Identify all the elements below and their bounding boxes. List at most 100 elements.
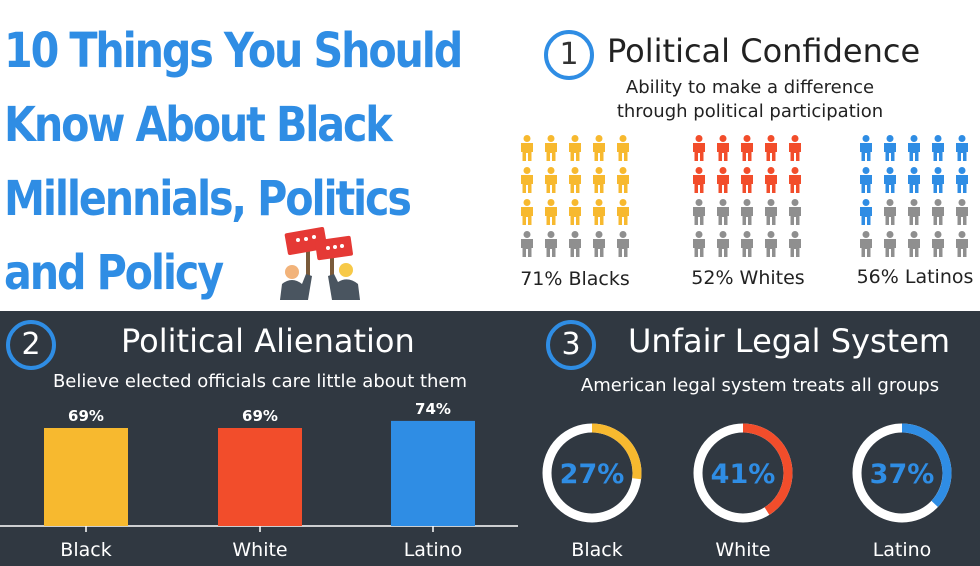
person-icon [884,167,896,193]
person-icon [593,135,605,161]
person-icon [569,199,581,225]
section-1-subtitle-line-1: Ability to make a difference [625,77,875,98]
person-icon [765,199,777,225]
section-1-number: 1 [544,30,594,80]
donut-chart: 27% Black 41% White 37% Latino [542,423,952,561]
person-icon [741,231,753,257]
section-2-number: 2 [6,320,56,370]
person-icon [884,231,896,257]
pictogram-label-blacks: 71% Blacks [520,268,630,290]
person-icon [693,135,705,161]
person-icon [569,231,581,257]
bar-chart: 69% Black 69% White 74% Latino [0,400,518,561]
person-icon [860,135,872,161]
person-icon [884,199,896,225]
person-icon [932,231,944,257]
pictogram-group-latinos [860,135,968,257]
bar-category-label-latino: Latino [404,539,463,561]
donut-arc-black [542,423,642,523]
person-icon [545,231,557,257]
person-icon [617,199,629,225]
title-line-4: and Policy [4,245,224,301]
bar-white [218,428,302,526]
section-3-subtitle: American legal system treats all groups [580,375,940,396]
bar-data-label-white: 69% [242,407,278,425]
donut-white: 41% White [693,423,793,561]
bar-latino [391,420,475,526]
person-icon [717,231,729,257]
person-icon [741,167,753,193]
person-icon [789,199,801,225]
person-icon [617,167,629,193]
donut-arc-white [693,423,793,523]
person-icon [521,167,533,193]
donut-category-label-black: Black [571,539,622,561]
person-icon [908,231,920,257]
donut-black: 27% Black [542,423,642,561]
bar-data-label-black: 69% [68,407,104,425]
person-icon [545,135,557,161]
person-icon [908,167,920,193]
person-icon [693,167,705,193]
person-icon [956,167,968,193]
person-icon [789,135,801,161]
person-icon [545,167,557,193]
pictogram-group-blacks [521,135,629,257]
person-icon [693,199,705,225]
bar-data-label-latino: 74% [415,400,451,418]
person-icon [956,231,968,257]
person-icon [617,135,629,161]
pictogram-group-whites [693,135,801,257]
person-icon [932,199,944,225]
person-icon [789,231,801,257]
person-icon [521,199,533,225]
person-icon [693,231,705,257]
person-icon [569,135,581,161]
person-icon [932,167,944,193]
person-icon [521,231,533,257]
section-1-subtitle: Ability to make a difference through pol… [560,76,940,124]
person-icon [860,167,872,193]
person-icon [593,167,605,193]
person-icon [593,231,605,257]
person-icon [521,135,533,161]
person-icon [593,199,605,225]
donut-category-label-latino: Latino [873,539,932,561]
person-icon [545,199,557,225]
title-line-1: 10 Things You Should [4,23,463,79]
bar-category-label-white: White [232,539,287,561]
person-icon [569,167,581,193]
person-icon [789,167,801,193]
person-icon [765,167,777,193]
section-1-subtitle-line-2: through political participation [616,101,884,122]
bar-black [44,428,128,526]
dark-panel [0,311,980,566]
pictogram-label-latinos: 56% Latinos [856,266,974,288]
page-title: 10 Things You Should Know About Black Mi… [4,14,474,310]
person-icon [717,135,729,161]
title-line-3: Millennials, Politics [4,171,412,227]
person-icon [956,135,968,161]
section-3-title: Unfair Legal System [628,322,951,360]
title-line-2: Know About Black [4,97,393,153]
person-icon [717,167,729,193]
donut-category-label-white: White [715,539,770,561]
person-icon [884,135,896,161]
person-icon [765,231,777,257]
person-icon [860,231,872,257]
pictogram-chart [521,135,968,257]
person-icon [617,231,629,257]
section-2-subtitle: Believe elected officials care little ab… [52,371,468,392]
person-icon [741,199,753,225]
donut-data-label-black: 27% [560,459,625,490]
section-3-number: 3 [546,320,596,370]
donut-arc-latino [852,423,952,523]
section-1-title: Political Confidence [607,32,921,70]
person-icon [908,135,920,161]
person-icon [932,135,944,161]
person-icon [765,135,777,161]
donut-data-label-latino: 37% [870,459,935,490]
section-2-title: Political Alienation [121,322,415,360]
pictogram-label-whites: 52% Whites [691,267,805,289]
